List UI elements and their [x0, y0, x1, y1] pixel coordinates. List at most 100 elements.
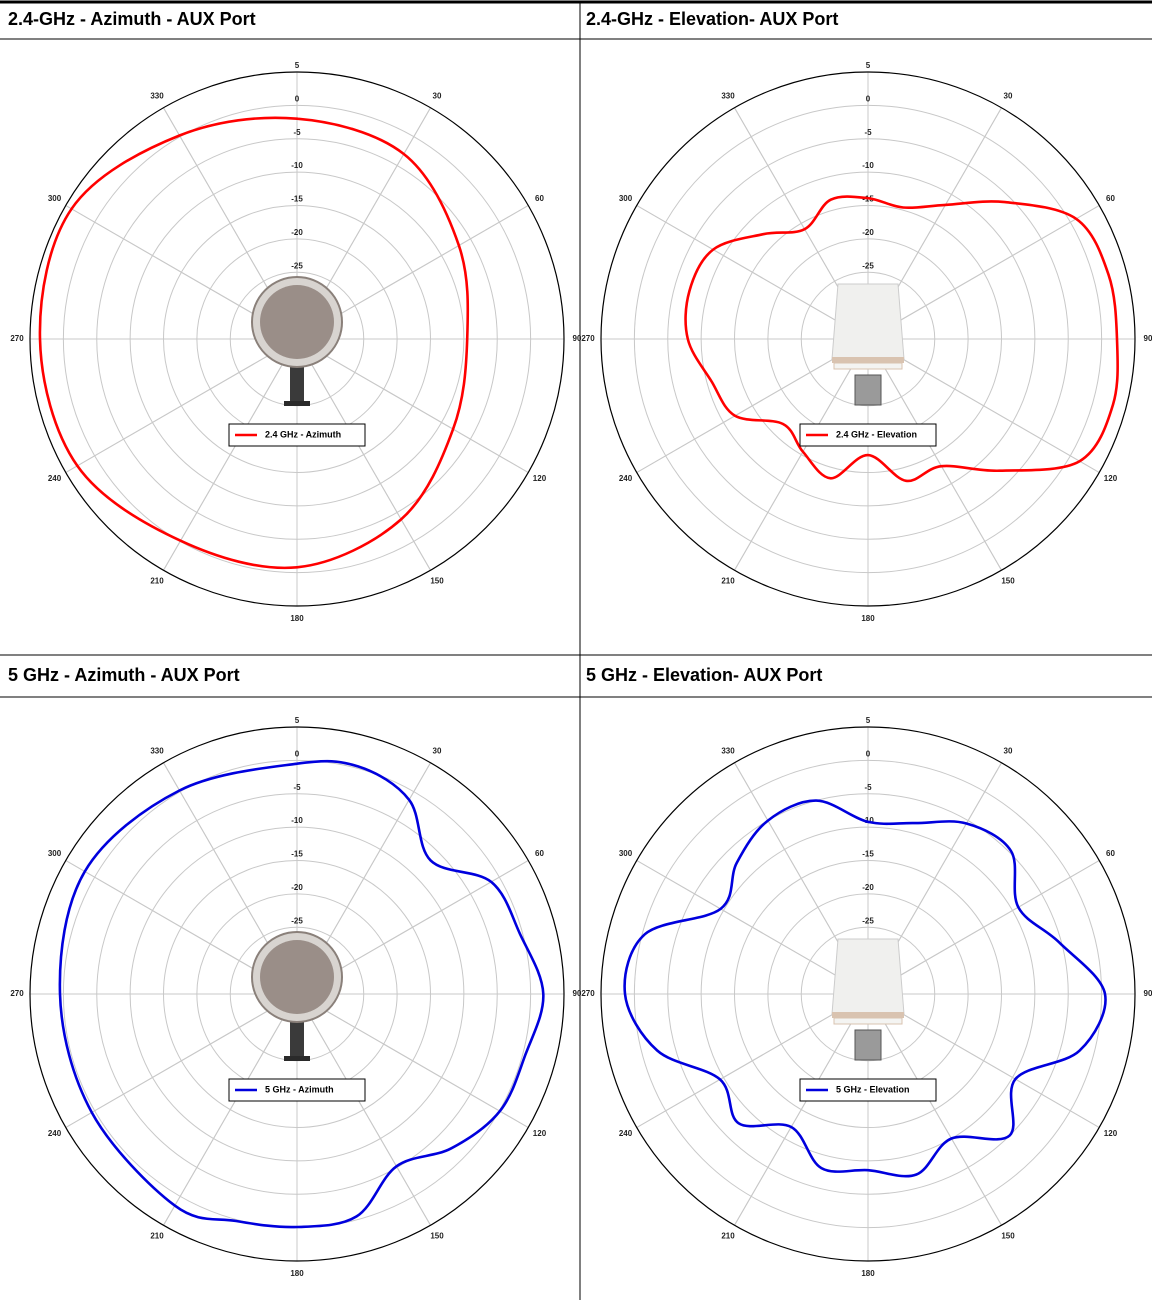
r-tick-label: -20 — [291, 883, 303, 892]
pattern-line — [684, 195, 1119, 483]
polar-chart: 30609012015018021024027030033050-5-10-15… — [581, 716, 1152, 1278]
r-tick-label: -25 — [291, 916, 303, 925]
theta-tick-label: 30 — [433, 92, 442, 101]
theta-tick-label: 300 — [48, 194, 62, 203]
grid-ring — [734, 860, 1002, 1128]
device-band — [833, 1017, 903, 1025]
device-base — [284, 1056, 310, 1061]
r-tick-label: -10 — [291, 816, 303, 825]
r-tick-label: -15 — [862, 850, 874, 859]
pattern-line — [58, 759, 545, 1229]
theta-tick-label: 240 — [619, 474, 633, 483]
theta-tick-label: 30 — [1004, 92, 1013, 101]
grid-ring — [667, 793, 1069, 1195]
r-tick-label: -25 — [862, 261, 874, 270]
pattern-line — [38, 116, 470, 570]
polar-chart: 30609012015018021024027030033050-5-10-15… — [10, 716, 582, 1278]
theta-tick-label: 330 — [721, 747, 735, 756]
theta-tick-label: 120 — [533, 1129, 547, 1138]
grid-ring — [96, 138, 498, 540]
theta-tick-label: 120 — [533, 474, 547, 483]
theta-tick-label: 270 — [10, 989, 24, 998]
grid-ring — [163, 205, 431, 473]
polar-chart: 30609012015018021024027030033050-5-10-15… — [10, 61, 582, 623]
grid-ring — [633, 759, 1103, 1229]
outer-ring — [600, 726, 1136, 1262]
legend-label: 5 GHz - Azimuth — [265, 1084, 334, 1094]
theta-tick-label: 210 — [150, 577, 164, 586]
theta-tick-label: 120 — [1104, 1129, 1118, 1138]
theta-tick-label: 60 — [1106, 849, 1115, 858]
theta-tick-label: 180 — [861, 1269, 875, 1278]
device-band — [832, 1012, 904, 1018]
theta-tick-label: 240 — [48, 474, 62, 483]
device-base — [284, 401, 310, 406]
device-bracket — [854, 1029, 882, 1061]
grid-ring — [633, 104, 1103, 574]
theta-tick-label: 330 — [150, 92, 164, 101]
grid-ring — [800, 271, 936, 407]
theta-tick-label: 180 — [861, 614, 875, 623]
device-body — [831, 938, 905, 1015]
r-tick-label: -10 — [862, 161, 874, 170]
grid-ring — [129, 171, 465, 507]
theta-tick-label: 30 — [433, 747, 442, 756]
theta-tick-label: 30 — [1004, 747, 1013, 756]
r-tick-label: 0 — [295, 749, 300, 758]
device-band — [832, 357, 904, 363]
panel-title: 2.4-GHz - Elevation- AUX Port — [586, 9, 838, 29]
r-tick-label: -15 — [291, 850, 303, 859]
r-tick-label: -5 — [293, 128, 301, 137]
theta-tick-label: 150 — [1001, 577, 1015, 586]
grid-ring — [700, 171, 1036, 507]
r-tick-label: -15 — [291, 195, 303, 204]
theta-tick-label: 210 — [721, 1232, 735, 1241]
grid-ring — [734, 205, 1002, 473]
device-stand — [290, 1014, 304, 1060]
theta-tick-label: 90 — [1144, 989, 1152, 998]
theta-tick-label: 60 — [535, 194, 544, 203]
theta-tick-label: 330 — [150, 747, 164, 756]
theta-tick-label: 240 — [48, 1129, 62, 1138]
legend-box — [799, 1078, 937, 1102]
r-tick-label: 0 — [866, 94, 871, 103]
r-tick-label: -5 — [864, 128, 872, 137]
grid-ring — [163, 860, 431, 1128]
legend-box — [799, 423, 937, 447]
polar-chart: 30609012015018021024027030033050-5-10-15… — [581, 61, 1152, 623]
r-tick-label: 5 — [295, 61, 300, 70]
theta-tick-label: 270 — [10, 334, 24, 343]
theta-tick-label: 90 — [573, 334, 582, 343]
grid-ring — [800, 926, 936, 1062]
theta-tick-label: 150 — [430, 577, 444, 586]
r-tick-label: -25 — [862, 916, 874, 925]
theta-tick-label: 120 — [1104, 474, 1118, 483]
grid-ring — [129, 826, 465, 1162]
r-tick-label: -20 — [862, 883, 874, 892]
panel-title: 5 GHz - Azimuth - AUX Port — [8, 665, 240, 685]
theta-tick-label: 180 — [290, 1269, 304, 1278]
device-disk-face — [260, 285, 334, 359]
device-disk-face — [260, 940, 334, 1014]
theta-tick-label: 210 — [150, 1232, 164, 1241]
panel-title: 5 GHz - Elevation- AUX Port — [586, 665, 822, 685]
r-tick-label: -5 — [864, 783, 872, 792]
theta-tick-label: 330 — [721, 92, 735, 101]
r-tick-label: -20 — [291, 228, 303, 237]
legend-box — [228, 423, 366, 447]
panel-title: 2.4-GHz - Azimuth - AUX Port — [8, 9, 256, 29]
legend-label: 5 GHz - Elevation — [836, 1084, 910, 1094]
grid-ring — [96, 793, 498, 1195]
r-tick-label: 0 — [295, 94, 300, 103]
legend-label: 2.4 GHz - Elevation — [836, 429, 917, 439]
outer-ring — [29, 71, 565, 607]
theta-tick-label: 60 — [535, 849, 544, 858]
outer-ring — [600, 71, 1136, 607]
device-band — [833, 362, 903, 370]
r-tick-label: 5 — [295, 716, 300, 725]
theta-tick-label: 270 — [581, 989, 595, 998]
legend-label: 2.4 GHz - Azimuth — [265, 429, 341, 439]
device-body — [831, 283, 905, 360]
r-tick-label: -20 — [862, 228, 874, 237]
